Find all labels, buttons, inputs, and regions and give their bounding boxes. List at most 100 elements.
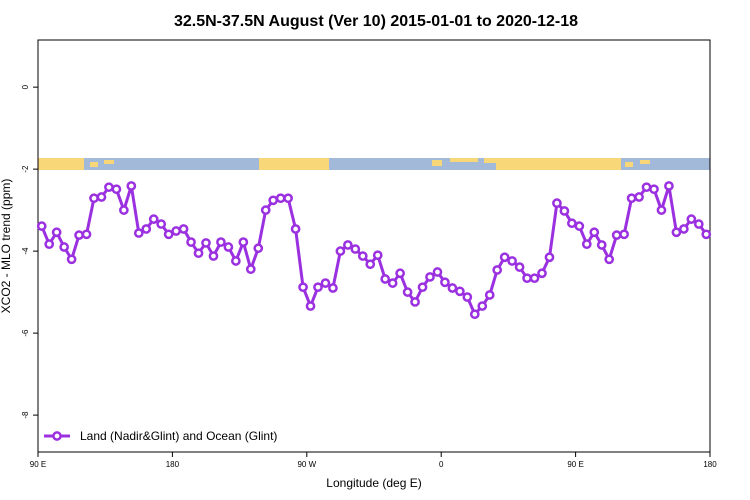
data-point — [679, 224, 689, 234]
data-point — [514, 262, 525, 272]
legend-marker — [52, 431, 62, 441]
data-point — [156, 219, 167, 229]
data-point — [589, 227, 600, 238]
legend-label: Land (Nadir&Glint) and Ocean (Glint) — [80, 429, 277, 443]
data-line — [40, 185, 708, 317]
x-tick-label: 180 — [166, 460, 180, 469]
data-point — [133, 228, 144, 238]
data-point — [96, 192, 107, 202]
data-point — [141, 224, 152, 234]
data-point — [81, 229, 92, 240]
data-point — [201, 238, 211, 248]
data-point — [559, 206, 570, 216]
data-point — [619, 229, 629, 240]
data-point — [186, 237, 196, 247]
data-point — [552, 198, 562, 209]
data-point — [283, 193, 293, 204]
data-point — [611, 230, 622, 240]
data-point — [343, 240, 353, 250]
data-point — [402, 287, 413, 297]
data-point — [671, 227, 682, 238]
data-point — [223, 242, 234, 252]
data-point — [499, 252, 510, 263]
y-tick-label: -4 — [21, 247, 30, 255]
data-point — [104, 182, 114, 193]
y-tick-label: -6 — [21, 329, 30, 337]
plot-frame — [37, 39, 711, 453]
data-point — [447, 283, 458, 293]
data-point — [171, 226, 181, 236]
x-tick-label: 90 E — [30, 460, 46, 469]
data-point — [208, 251, 219, 261]
data-point — [357, 251, 368, 261]
data-point — [66, 254, 77, 265]
chart-title: 32.5N-37.5N August (Ver 10) 2015-01-01 t… — [174, 13, 578, 30]
data-point — [387, 278, 398, 288]
data-point — [656, 205, 667, 215]
data-point — [148, 214, 159, 224]
land-ocean-strip — [38, 158, 710, 170]
data-point — [163, 229, 174, 240]
y-tick-label: -8 — [21, 411, 30, 419]
data-point — [641, 182, 652, 193]
data-point — [425, 272, 435, 282]
data-point — [44, 239, 55, 250]
data-point — [298, 282, 308, 293]
data-point — [111, 184, 122, 195]
data-point — [335, 246, 346, 256]
data-point — [596, 240, 607, 250]
data-point — [320, 278, 331, 288]
data-point — [245, 264, 256, 275]
data-point — [253, 243, 264, 254]
y-axis-label: XCO2 - MLO trend (ppm) — [0, 179, 13, 314]
data-point — [51, 227, 62, 238]
data-point — [492, 265, 503, 275]
data-point — [89, 193, 99, 204]
data-point — [260, 205, 271, 215]
data-point — [529, 273, 540, 284]
data-point — [455, 286, 465, 297]
y-tick-label: -2 — [21, 165, 30, 173]
x-tick-label: 0 — [439, 460, 444, 469]
data-point — [178, 224, 189, 234]
data-point — [686, 214, 697, 224]
data-point — [238, 237, 249, 247]
data-point — [544, 252, 555, 263]
data-point — [477, 301, 488, 311]
data-point — [432, 267, 443, 277]
data-point — [567, 218, 577, 229]
data-point — [290, 224, 301, 234]
data-point — [604, 254, 615, 265]
data-point — [417, 282, 428, 293]
x-tick-label: 90 W — [297, 460, 316, 469]
data-point — [313, 282, 323, 293]
data-point — [634, 192, 644, 202]
data-point — [231, 256, 241, 266]
data-point — [74, 230, 84, 240]
y-tick-label: 0 — [21, 84, 30, 89]
data-point — [328, 283, 338, 293]
data-point — [469, 309, 480, 320]
data-point — [305, 301, 316, 311]
data-point — [372, 250, 383, 261]
data-point — [693, 219, 704, 229]
data-point — [193, 248, 204, 259]
x-tick-label: 90 E — [567, 460, 583, 469]
data-point — [36, 221, 47, 231]
data-point — [522, 273, 532, 284]
data-point — [664, 181, 674, 191]
data-point — [626, 193, 637, 204]
data-point — [365, 259, 376, 270]
data-point — [59, 242, 69, 252]
data-point — [701, 229, 712, 240]
data-point — [484, 290, 495, 300]
data-point — [574, 221, 585, 231]
data-point — [410, 297, 420, 307]
data-point — [395, 268, 405, 279]
data-point — [462, 292, 473, 302]
data-point — [216, 237, 226, 247]
x-axis-label: Longitude (deg E) — [326, 476, 421, 490]
data-point — [649, 184, 659, 195]
data-point — [507, 256, 517, 266]
